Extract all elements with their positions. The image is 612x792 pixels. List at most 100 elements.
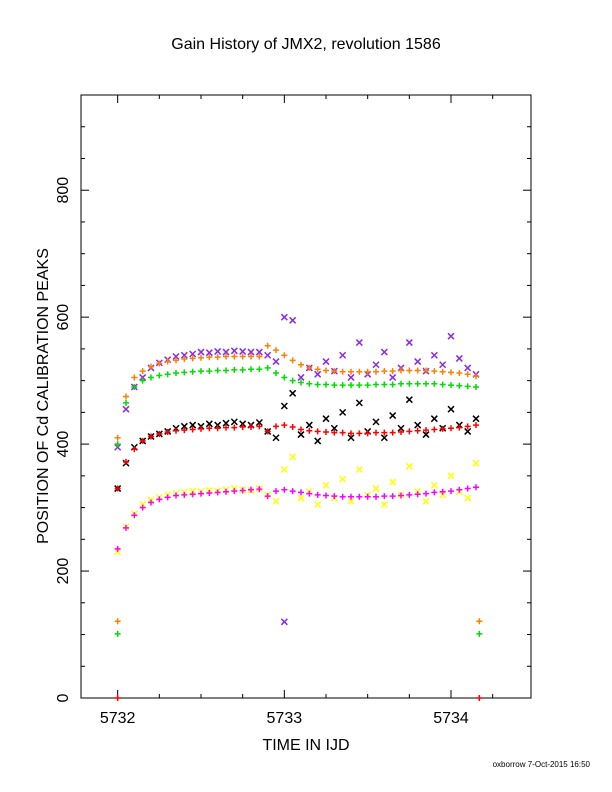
data-point-series-7: [306, 490, 313, 497]
data-point-series-4: [347, 434, 355, 442]
data-point-series-5: [456, 424, 463, 431]
data-point-series-4: [314, 437, 322, 445]
data-point-series-2: [123, 393, 129, 400]
data-point-series-7: [298, 489, 304, 496]
data-point-series-4: [205, 420, 213, 428]
data-point-series-6: [139, 500, 147, 508]
data-point-series-7: [406, 491, 413, 498]
data-point-series-3: [273, 370, 279, 377]
data-point-series-6: [439, 491, 447, 499]
data-point-series-5: [406, 428, 413, 435]
data-point-series-3: [248, 366, 254, 373]
data-point-series-1: [247, 348, 255, 356]
data-point-series-7: [256, 486, 263, 493]
data-point-series-3: [476, 630, 483, 637]
data-point-series-1: [439, 361, 447, 369]
data-point-series-7: [473, 484, 479, 491]
data-point-series-1: [122, 405, 130, 413]
data-point-series-2: [348, 368, 354, 375]
y-tick-label: 200: [55, 558, 72, 585]
data-point-series-5: [423, 427, 429, 434]
data-point-series-6: [347, 497, 355, 505]
data-point-series-3: [264, 364, 271, 371]
data-point-series-7: [364, 493, 371, 500]
data-point-series-3: [414, 380, 421, 387]
data-point-series-4: [255, 418, 263, 427]
x-tick-label: 5733: [267, 710, 303, 727]
data-point-series-1: [372, 361, 380, 369]
data-point-series-4: [330, 424, 338, 432]
data-point-series-3: [314, 381, 321, 388]
data-point-series-2: [148, 363, 154, 370]
data-point-series-3: [239, 366, 246, 373]
data-point-series-6: [114, 548, 122, 556]
tick-labels: 0 200 400 600 800 5732 5733 5734: [55, 177, 469, 727]
data-point-series-6: [422, 497, 430, 505]
data-point-series-2: [223, 353, 229, 360]
data-point-series-1: [355, 339, 363, 347]
data-point-series-5: [131, 446, 138, 453]
data-point-series-5: [314, 428, 321, 435]
data-point-series-2: [264, 342, 271, 349]
data-point-series-3: [398, 380, 404, 387]
data-point-series-1: [322, 358, 330, 366]
data-point-series-4: [405, 396, 413, 404]
data-point-series-7: [373, 493, 379, 500]
data-point-series-4: [272, 434, 280, 442]
data-point-series-1: [214, 347, 222, 355]
data-point-series-1: [297, 373, 305, 381]
data-point-series-4: [322, 415, 330, 423]
data-point-series-1: [222, 348, 230, 356]
data-point-series-3: [156, 372, 163, 379]
data-point-series-5: [123, 458, 129, 465]
data-point-series-3: [306, 380, 313, 387]
data-point-series-2: [256, 353, 263, 360]
data-point-series-1: [197, 348, 205, 356]
data-point-series-4: [422, 431, 430, 439]
data-point-series-7: [123, 524, 129, 531]
data-point-series-2: [114, 434, 121, 441]
data-point-series-7: [423, 490, 429, 497]
data-point-series-3: [348, 382, 354, 389]
data-point-series-3: [164, 371, 171, 378]
axis-ticks: [81, 94, 531, 699]
data-point-series-5: [139, 437, 146, 444]
data-point-series-5: [298, 426, 304, 433]
y-tick-label: 800: [55, 177, 72, 204]
data-point-series-7: [381, 493, 388, 500]
data-point-series-2: [298, 361, 304, 368]
data-point-series-2: [423, 367, 429, 374]
data-point-series-2: [414, 367, 421, 374]
data-point-series-5: [189, 426, 196, 433]
chart-title: Gain History of JMX2, revolution 1586: [171, 36, 441, 53]
data-point-series-3: [431, 380, 438, 387]
y-tick-label: 400: [55, 431, 72, 458]
data-point-series-6: [280, 465, 288, 474]
data-point-series-6: [322, 481, 330, 489]
data-point-series-5: [198, 425, 204, 432]
data-point-series-2: [373, 368, 379, 375]
data-point-series-2: [181, 356, 188, 363]
data-point-series-5: [264, 428, 271, 435]
data-point-series-3: [381, 381, 388, 388]
data-point-series-3: [223, 367, 229, 374]
data-point-series-7: [339, 493, 346, 500]
y-tick-label: 0: [55, 693, 72, 702]
data-point-series-5: [331, 429, 338, 436]
data-point-series-2: [131, 374, 138, 381]
data-point-series-3: [214, 367, 221, 374]
data-point-series-5: [431, 426, 438, 433]
data-point-series-5: [373, 429, 379, 436]
data-point-series-2: [248, 353, 254, 360]
data-point-series-3: [123, 399, 129, 406]
data-point-series-5: [206, 425, 213, 432]
data-point-series-2: [156, 360, 163, 367]
data-point-series-7: [464, 485, 471, 492]
data-point-series-5: [473, 422, 479, 429]
data-point-series-5: [256, 423, 263, 430]
data-point-series-2: [198, 354, 204, 361]
data-point-series-5: [356, 430, 363, 437]
data-point-series-1: [289, 316, 297, 324]
data-point-series-5: [381, 429, 388, 436]
